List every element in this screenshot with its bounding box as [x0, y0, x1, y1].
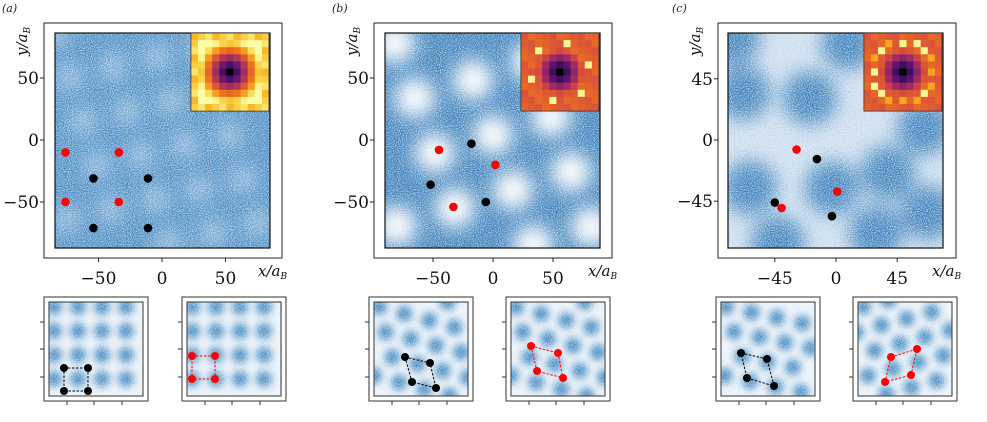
black-marker [143, 174, 153, 183]
density-map [728, 33, 943, 248]
black-marker [143, 223, 153, 233]
lattice-plot-b-black [365, 296, 474, 405]
red-marker [833, 187, 842, 196]
lattice-marker [554, 349, 562, 357]
red-marker [61, 197, 70, 207]
inset-heatmap [190, 33, 270, 112]
x-tick-label: 0 [488, 269, 499, 289]
inset-heatmap [863, 33, 943, 112]
lattice-marker [432, 384, 440, 392]
lattice-marker [881, 378, 889, 386]
panel-label: (b) [332, 2, 348, 15]
lattice-marker [913, 345, 921, 353]
unit-cell-outline [63, 367, 89, 392]
panel-label: (c) [672, 2, 687, 15]
lattice-marker [763, 355, 771, 363]
x-tick-label: 0 [157, 269, 168, 289]
panel-b: (b) −50 0 50 50 0 −50 x/aB y/aB [330, 0, 660, 290]
red-marker [114, 148, 124, 157]
red-marker [449, 202, 458, 212]
red-marker [434, 145, 444, 155]
x-axis-label: x/aB [588, 262, 617, 282]
y-tick-label: 50 [17, 69, 39, 89]
lattice-marker [426, 359, 434, 367]
lattice-density [721, 302, 815, 396]
y-axis-label: y/aB [13, 27, 33, 57]
x-axis-label: x/aB [932, 262, 961, 282]
panel-label: (a) [2, 2, 18, 15]
x-tick-label: 0 [831, 269, 842, 289]
y-tick-label: 0 [702, 131, 713, 151]
lattice-marker [84, 387, 92, 395]
lattice-plot-b-red [502, 296, 611, 405]
black-marker [89, 174, 98, 183]
red-marker [491, 160, 500, 170]
inset-heatmap [520, 33, 600, 112]
unit-cell-outline [740, 352, 775, 387]
lattice-marker [408, 378, 416, 386]
y-tick-label: −50 [333, 193, 369, 213]
lattice-marker [60, 364, 68, 372]
black-marker [89, 223, 98, 233]
black-marker [827, 211, 837, 221]
red-marker [114, 197, 124, 207]
y-axis-label: y/aB [686, 27, 706, 57]
lattice-marker [770, 382, 778, 390]
lattice-marker [743, 374, 751, 382]
y-axis-label: y/aB [343, 27, 363, 57]
lattice-marker [211, 352, 219, 360]
y-tick-label: 45 [691, 70, 713, 90]
black-marker [426, 180, 435, 189]
x-tick-label: −50 [81, 269, 117, 289]
lattice-marker [527, 342, 535, 350]
black-marker [481, 197, 491, 207]
y-tick-label: −45 [677, 192, 713, 212]
lattice-marker [559, 374, 567, 382]
black-marker [770, 198, 780, 207]
lattice-marker [533, 367, 541, 375]
red-marker [777, 203, 786, 213]
lattice-marker [60, 387, 68, 395]
unit-cell-outline [404, 356, 437, 389]
lattice-density [858, 302, 952, 396]
lattice-marker [907, 371, 915, 379]
panel-c: (c) −45 0 45 45 0 −45 x/aB y/aB [660, 0, 987, 290]
density-plot-c: −45 0 45 45 0 −45 x/aB y/aB [677, 22, 961, 289]
lattice-marker [188, 375, 196, 383]
y-tick-label: 0 [28, 131, 39, 151]
lattice-density [49, 302, 143, 396]
density-plot-b: −50 0 50 50 0 −50 x/aB y/aB [333, 22, 617, 289]
lattice-plot-c-red [849, 296, 958, 405]
black-marker [467, 139, 476, 149]
lattice-plot-a-red [178, 296, 287, 405]
lattice-marker [887, 353, 895, 361]
lattice-marker [401, 353, 409, 361]
x-tick-label: 50 [542, 269, 564, 289]
panel-a: (a) −50 0 50 50 0 −50 x/aB y/aB [0, 0, 330, 290]
lattice-density [374, 302, 468, 396]
density-plot-a: −50 0 50 50 0 −50 x/aB y/aB [3, 22, 287, 289]
x-axis-label: x/aB [258, 262, 287, 282]
lattice-plot-a-black [40, 296, 149, 405]
lattice-marker [211, 375, 219, 383]
x-tick-label: 45 [886, 269, 908, 289]
red-marker [792, 145, 801, 154]
lattice-plot-c-black [712, 296, 821, 405]
x-tick-label: 50 [215, 269, 237, 289]
lattice-marker [188, 352, 196, 360]
lattice-marker [737, 349, 745, 357]
x-tick-label: −45 [757, 269, 793, 289]
x-tick-label: −50 [415, 269, 451, 289]
y-tick-label: 50 [347, 69, 369, 89]
black-marker [812, 154, 822, 164]
y-tick-label: −50 [3, 193, 39, 213]
lattice-density [187, 302, 281, 396]
y-tick-label: 0 [358, 131, 369, 151]
lattice-marker [84, 364, 92, 372]
red-marker [61, 148, 70, 157]
